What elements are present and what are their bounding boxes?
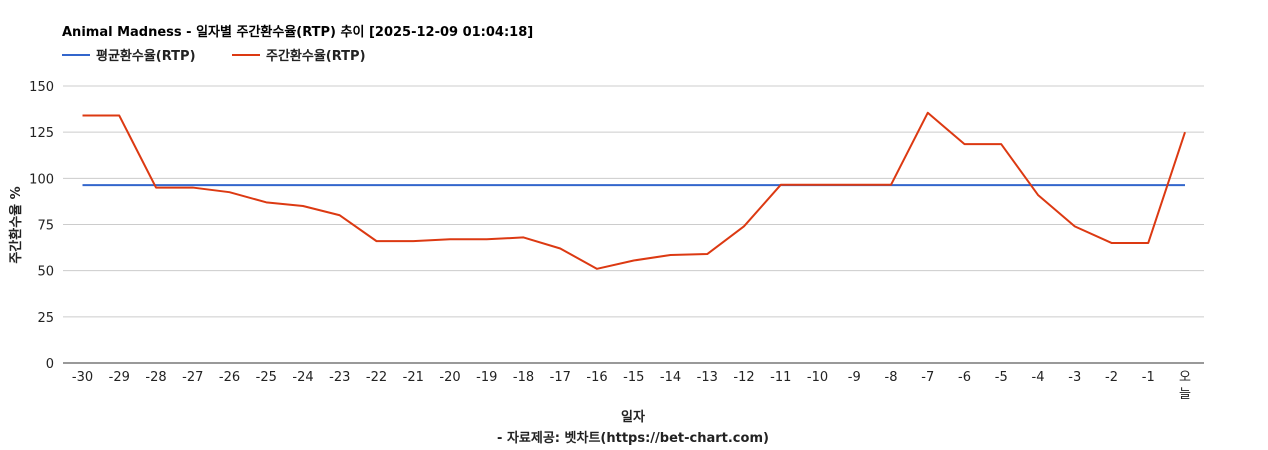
x-tick-label: -15 <box>623 370 644 385</box>
x-tick-label: -6 <box>958 370 971 385</box>
x-tick-label: -24 <box>292 370 313 385</box>
source-note: - 자료제공: 벳차트(https://bet-chart.com) <box>497 430 769 446</box>
x-tick-label: -17 <box>550 370 571 385</box>
x-tick-label: -4 <box>1032 370 1045 385</box>
y-tick-label: 125 <box>29 126 54 141</box>
y-axis-label: 주간환수율 % <box>8 186 24 263</box>
legend-label: 평균환수율(RTP) <box>96 48 196 64</box>
chart-title: Animal Madness - 일자별 주간환수율(RTP) 추이 [2025… <box>62 24 533 40</box>
series-lines <box>82 111 1186 270</box>
x-tick-label: -16 <box>586 370 607 385</box>
y-tick-label: 150 <box>29 80 54 95</box>
x-tick-label: -5 <box>995 370 1008 385</box>
x-tick-label: -13 <box>697 370 718 385</box>
gridlines <box>63 85 1204 364</box>
y-tick-label: 50 <box>37 265 54 280</box>
x-tick-label: -14 <box>660 370 681 385</box>
legend: 평균환수율(RTP) 주간환수율(RTP) <box>62 48 366 64</box>
x-tick-label: -9 <box>848 370 861 385</box>
x-tick-label: -12 <box>733 370 754 385</box>
x-tick-label: -29 <box>109 370 130 385</box>
x-tick-label: -30 <box>72 370 93 385</box>
x-tick-label: -22 <box>366 370 387 385</box>
x-tick-label: -26 <box>219 370 240 385</box>
x-axis-label: 일자 <box>621 410 645 425</box>
x-tick-label: -3 <box>1068 370 1081 385</box>
legend-label: 주간환수율(RTP) <box>266 48 366 64</box>
x-tick-label: -1 <box>1142 370 1155 385</box>
y-tick-label: 0 <box>46 357 54 372</box>
x-tick-label: -27 <box>182 370 203 385</box>
x-tick-label: -21 <box>403 370 424 385</box>
y-tick-label: 25 <box>37 311 54 326</box>
series-line-weekly-rtp <box>82 111 1186 270</box>
x-axis-ticks: -30 -29 -28 -27 -26 -25 -24 -23 -22 -21 -20 -19 -18 -… <box>72 370 1191 402</box>
x-tick-label: -7 <box>921 370 934 385</box>
y-tick-label: 75 <box>37 219 54 234</box>
x-tick-label: -2 <box>1105 370 1118 385</box>
x-tick-label: -25 <box>256 370 277 385</box>
x-tick-label: -19 <box>476 370 497 385</box>
x-tick-label: -28 <box>145 370 166 385</box>
x-tick-label: -8 <box>885 370 898 385</box>
y-tick-label: 100 <box>29 172 54 187</box>
x-tick-label: -23 <box>329 370 350 385</box>
x-tick-label: -18 <box>513 370 534 385</box>
y-axis-ticks: 0 25 50 75 100 125 150 <box>29 80 54 372</box>
x-tick-label: -11 <box>770 370 791 385</box>
x-tick-label: -10 <box>807 370 828 385</box>
x-tick-label: -20 <box>439 370 460 385</box>
